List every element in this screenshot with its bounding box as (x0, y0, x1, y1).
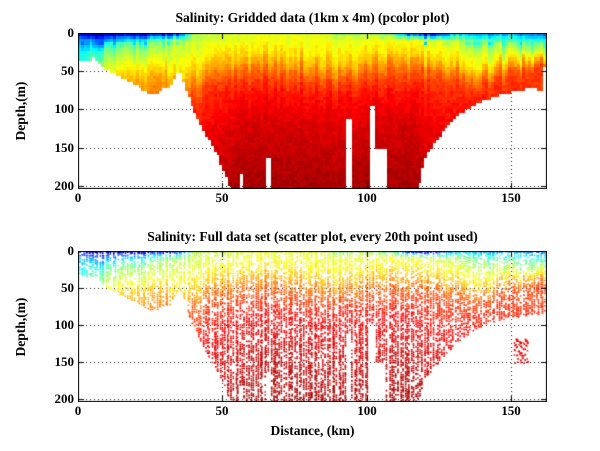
y-tick-label: 150 (54, 354, 75, 369)
x-tick-label: 150 (501, 190, 521, 205)
scatter-plot-area (78, 251, 547, 402)
x-tick-label: 0 (74, 403, 82, 418)
y-tick-label: 0 (67, 25, 75, 40)
y-tick-label: 50 (61, 63, 74, 78)
y-tick-label: 0 (67, 243, 75, 258)
x-tick-label: 150 (501, 403, 521, 418)
pcolor-plot-area (78, 33, 547, 189)
y-tick-label: 200 (54, 391, 75, 406)
top-plot-title: Salinity: Gridded data (1km x 4m) (pcolo… (175, 10, 450, 25)
top-plot-y-axis-label: Depth,(m) (13, 81, 28, 141)
bottom-plot-title: Salinity: Full data set (scatter plot, e… (147, 229, 478, 244)
y-tick-label: 100 (54, 101, 75, 116)
x-tick-label: 100 (357, 403, 377, 418)
y-tick-label: 50 (61, 280, 74, 295)
y-tick-label: 150 (54, 140, 75, 155)
x-tick-label: 100 (357, 190, 377, 205)
bottom-plot-y-axis-label: Depth,(m) (13, 297, 28, 357)
x-axis-label: Distance, (km) (270, 423, 355, 438)
y-tick-label: 100 (54, 317, 75, 332)
x-tick-label: 0 (74, 190, 82, 205)
x-tick-label: 50 (215, 403, 229, 418)
x-tick-label: 50 (215, 190, 229, 205)
y-tick-label: 200 (54, 178, 75, 193)
